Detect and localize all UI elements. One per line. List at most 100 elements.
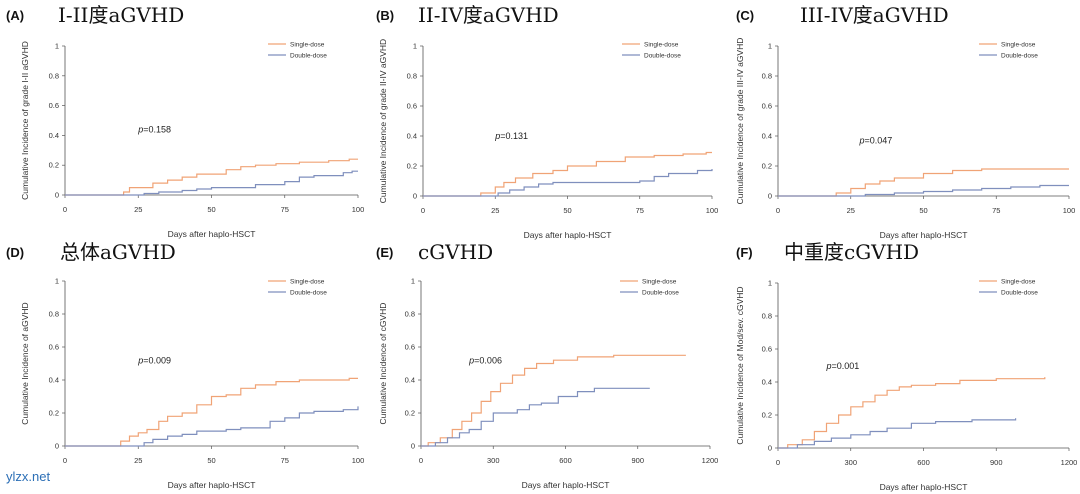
panel-label: (B) — [376, 8, 394, 23]
legend-label: Single-dose — [642, 279, 677, 286]
x-tick-label: 75 — [636, 206, 644, 215]
x-tick-label: 100 — [352, 456, 365, 465]
legend-label: Double-dose — [290, 290, 327, 297]
panel-label: (C) — [736, 8, 754, 23]
x-tick-label: 100 — [1063, 206, 1076, 215]
y-tick-label: 1 — [768, 42, 772, 51]
chart-title: cGVHD — [418, 240, 493, 264]
y-axis-label: Cumulative Incidence of grade II-IV aGVH… — [378, 39, 388, 203]
y-tick-label: 0.2 — [49, 161, 59, 170]
y-tick-label: 0 — [768, 192, 772, 201]
y-tick-label: 0.8 — [405, 310, 415, 319]
y-tick-label: 0.4 — [407, 132, 417, 141]
y-tick-label: 0.4 — [405, 376, 415, 385]
p-value-annotation: p=0.158 — [137, 124, 171, 134]
y-tick-label: 0.2 — [762, 411, 772, 420]
legend-label: Double-dose — [642, 290, 679, 297]
y-tick-label: 0.6 — [49, 101, 59, 110]
y-tick-label: 1 — [55, 277, 59, 286]
x-tick-label: 50 — [207, 205, 215, 214]
series-line-double-dose — [423, 169, 713, 197]
x-tick-label: 0 — [776, 206, 780, 215]
x-tick-label: 600 — [559, 456, 572, 465]
x-axis-label: Days after haplo-HSCT — [880, 230, 968, 240]
legend-label: Single-dose — [644, 42, 679, 49]
y-tick-label: 0.8 — [762, 72, 772, 81]
x-tick-label: 0 — [419, 456, 423, 465]
x-tick-label: 1200 — [702, 456, 719, 465]
p-value-annotation: p=0.001 — [826, 361, 860, 371]
x-tick-label: 75 — [281, 456, 289, 465]
x-tick-label: 1200 — [1061, 458, 1078, 467]
series-line-single-dose — [778, 168, 1069, 197]
y-tick-label: 1 — [411, 277, 415, 286]
x-tick-label: 50 — [563, 206, 571, 215]
y-axis-label: Cumulative Incidence of aGVHD — [20, 302, 30, 424]
x-tick-label: 900 — [631, 456, 644, 465]
x-tick-label: 75 — [992, 206, 1000, 215]
series-line-double-dose — [421, 387, 650, 447]
p-value-annotation: p=0.131 — [494, 131, 528, 141]
y-tick-label: 0.2 — [762, 162, 772, 171]
panel-label: (A) — [6, 8, 24, 23]
y-tick-label: 0 — [413, 192, 417, 201]
y-tick-label: 0.8 — [49, 71, 59, 80]
x-tick-label: 0 — [421, 206, 425, 215]
y-axis-label: Cumulative Incidence of grade III-IV aGV… — [735, 38, 745, 205]
chart-panel: (C) III-IV度aGVHD 0 0.2 0.4 0.6 0.8 1 0 25 50 75 100 C… — [735, 3, 1075, 240]
x-tick-label: 900 — [990, 458, 1003, 467]
chart-title: I-II度aGVHD — [58, 3, 184, 27]
x-tick-label: 50 — [919, 206, 927, 215]
y-tick-label: 0 — [55, 442, 59, 451]
panel-label: (E) — [376, 245, 393, 260]
series-line-single-dose — [423, 151, 712, 197]
x-tick-label: 25 — [134, 205, 142, 214]
chart-panel: (A) I-II度aGVHD 0 0.2 0.4 0.6 0.8 1 0 25 50 75 100 Cum… — [6, 3, 364, 239]
series-line-double-dose — [65, 170, 358, 196]
y-axis-label: Cumulative Incidence of Mod/sev. cGVHD — [735, 286, 745, 444]
chart-title: 总体aGVHD — [60, 240, 176, 264]
x-tick-label: 100 — [706, 206, 719, 215]
series-line-single-dose — [65, 377, 358, 447]
legend-label: Double-dose — [1001, 53, 1038, 60]
x-axis-label: Days after haplo-HSCT — [524, 230, 612, 240]
x-axis-label: Days after haplo-HSCT — [168, 480, 256, 490]
y-tick-label: 0.6 — [762, 102, 772, 111]
panel-label: (F) — [736, 245, 753, 260]
p-value-annotation: p=0.047 — [858, 136, 892, 146]
chart-title: III-IV度aGVHD — [800, 3, 949, 27]
x-axis-label: Days after haplo-HSCT — [522, 480, 610, 490]
series-line-double-dose — [778, 418, 1017, 449]
x-tick-label: 0 — [776, 458, 780, 467]
x-tick-label: 300 — [844, 458, 857, 467]
x-tick-label: 75 — [281, 205, 289, 214]
panel-label: (D) — [6, 245, 24, 260]
legend-label: Double-dose — [644, 53, 681, 60]
x-tick-label: 25 — [491, 206, 499, 215]
y-tick-label: 0 — [55, 191, 59, 200]
x-tick-label: 25 — [134, 456, 142, 465]
legend-label: Double-dose — [290, 53, 327, 60]
y-tick-label: 0.4 — [762, 132, 772, 141]
y-tick-label: 0.4 — [49, 376, 59, 385]
y-tick-label: 0.6 — [49, 343, 59, 352]
legend-label: Single-dose — [1001, 42, 1036, 49]
legend-label: Single-dose — [1001, 279, 1036, 286]
chart-panel: (F) 中重度cGVHD 0 0.2 0.4 0.6 0.8 1 0 300 600 900 1200 C… — [735, 240, 1077, 492]
y-tick-label: 0.2 — [407, 162, 417, 171]
x-tick-label: 600 — [917, 458, 930, 467]
x-tick-label: 25 — [847, 206, 855, 215]
legend-label: Single-dose — [290, 42, 325, 49]
y-tick-label: 0 — [411, 442, 415, 451]
y-tick-label: 1 — [55, 42, 59, 51]
x-axis-label: Days after haplo-HSCT — [880, 482, 968, 492]
y-tick-label: 0.2 — [405, 409, 415, 418]
watermark: ylzx.net — [6, 469, 51, 484]
p-value-annotation: p=0.006 — [468, 356, 502, 366]
series-line-single-dose — [65, 158, 358, 196]
y-tick-label: 0.4 — [762, 378, 772, 387]
y-tick-label: 0.8 — [49, 310, 59, 319]
y-axis-label: Cumulative Incidence of cGVHD — [378, 303, 388, 425]
x-tick-label: 0 — [63, 456, 67, 465]
